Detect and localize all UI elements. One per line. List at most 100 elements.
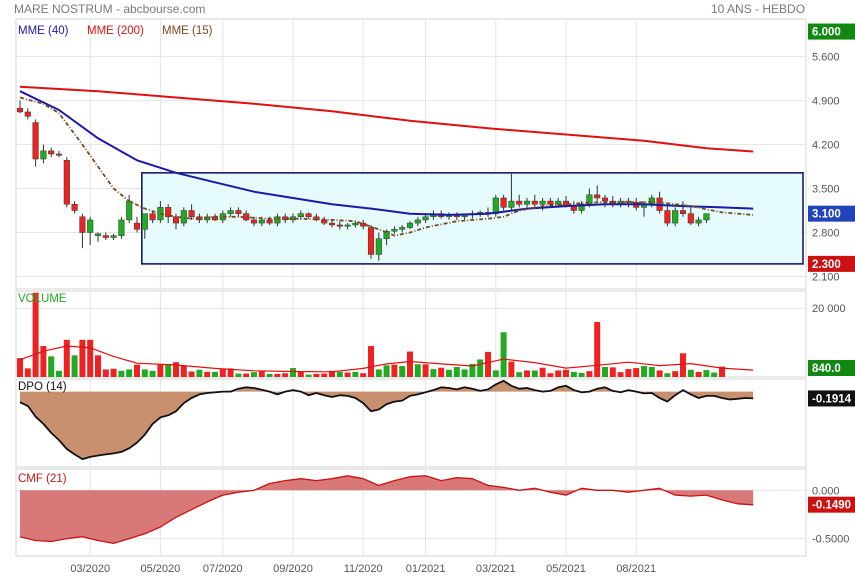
volume-bar (110, 368, 117, 377)
volume-bar (219, 369, 226, 377)
candle-body (523, 200, 531, 205)
candle (40, 144, 47, 164)
candle-body (703, 213, 710, 221)
volume-bar (602, 367, 608, 377)
volume-bar (461, 369, 468, 377)
candle-body (149, 213, 156, 221)
candle-body (165, 207, 172, 218)
candle-body (547, 200, 554, 205)
candle-body (399, 227, 406, 230)
volume-bar (555, 370, 562, 377)
volume-bar (477, 359, 484, 377)
volume-bar (196, 369, 203, 377)
x-tick-label: 01/2021 (406, 563, 446, 575)
volume-bar (531, 370, 538, 377)
candle (508, 172, 515, 211)
candle-body (32, 122, 39, 160)
candle-body (531, 200, 538, 205)
candle (672, 207, 679, 227)
candle-body (87, 219, 94, 233)
candle-body (648, 197, 655, 205)
y-tick-label: 2.800 (812, 227, 840, 239)
volume-bar (391, 364, 398, 377)
volume-bar (251, 372, 257, 377)
candle (594, 185, 601, 202)
candle (399, 224, 406, 233)
candle-body (118, 219, 125, 236)
candle (601, 194, 609, 208)
candle (149, 210, 156, 224)
volume-bar (227, 368, 234, 377)
candle-body (492, 197, 499, 214)
candle (679, 201, 687, 217)
candle (94, 232, 102, 242)
mme200-line (19, 85, 754, 153)
volume-bar (212, 371, 218, 377)
volume-bar (719, 366, 725, 377)
x-tick-label: 03/2021 (476, 563, 516, 575)
candle (188, 204, 195, 220)
candle-body (344, 224, 351, 227)
volume-bar (500, 332, 507, 377)
candle (336, 221, 343, 230)
legend-mme15: MME (15) (162, 25, 213, 37)
volume-bar (87, 339, 94, 377)
candle-body (508, 200, 515, 208)
volume-bar (594, 321, 601, 377)
candle-body (406, 222, 414, 228)
price-badge: 6.000 (808, 23, 855, 40)
volume-bar (414, 364, 421, 377)
candle (172, 213, 180, 230)
candle (516, 194, 523, 208)
candle (578, 201, 585, 214)
volume-bar (165, 363, 172, 377)
y-tick-label: 4.900 (812, 96, 840, 108)
candle-body (391, 229, 398, 232)
volume-bar (703, 370, 710, 377)
dpo-title: DPO (14) (18, 381, 67, 393)
price-frame (15, 18, 807, 290)
candle-body (367, 227, 375, 255)
volume-bar (180, 365, 187, 377)
candle-body (258, 219, 265, 224)
volume-bar (290, 368, 296, 377)
legend-mme200: MME (200) (87, 25, 144, 37)
cmf-panel (19, 475, 754, 545)
volume-bar (235, 373, 242, 377)
volume-bar (687, 369, 694, 377)
volume-bar (633, 368, 640, 377)
volume-bar (383, 365, 390, 377)
volume-bar (656, 370, 663, 377)
candle-body (79, 216, 86, 233)
candle-body (16, 107, 24, 113)
volume-bar (609, 367, 616, 377)
cmf-line (19, 475, 754, 545)
volume-bar (399, 365, 406, 377)
volume-bar (32, 292, 39, 377)
volume-bar (141, 369, 148, 377)
candle (703, 213, 710, 224)
candle (367, 224, 375, 259)
volume-bar (321, 373, 328, 377)
candle (274, 213, 281, 227)
candle-body (40, 150, 47, 160)
candle-body (110, 235, 117, 238)
volume-bar (282, 373, 289, 377)
candle-body (102, 235, 109, 238)
candle-body (126, 200, 133, 221)
volume-bar (617, 372, 624, 377)
price-badge-text: 6.000 (812, 27, 841, 39)
volume-bar (63, 339, 70, 377)
axis-layer: 03/2020 05/2020 07/2020 09/2020 11/2020 01/20… (70, 23, 855, 575)
candle-body (71, 203, 78, 211)
volume-bar (56, 370, 62, 377)
volume-bar (430, 369, 437, 377)
candle-body (555, 200, 562, 205)
candle (102, 232, 109, 241)
candle-body (297, 213, 304, 218)
candle (687, 207, 694, 225)
volume-bar (516, 372, 523, 377)
cmf-badge-bg (808, 496, 855, 513)
volume-bar (446, 369, 452, 377)
